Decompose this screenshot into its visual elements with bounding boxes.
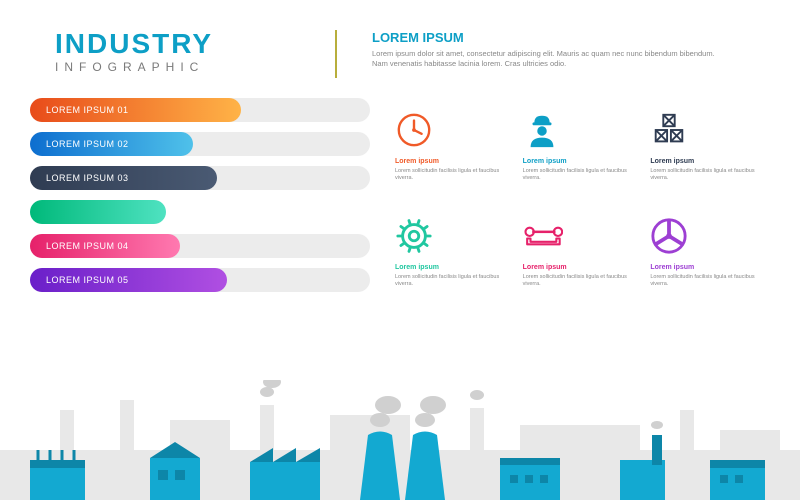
icon-cell: Lorem ipsum Lorem sollicitudin facilisis… — [395, 108, 505, 196]
icon-cell: Lorem ipsum Lorem sollicitudin facilisis… — [523, 108, 633, 196]
content: LOREM IPSUM 01 LOREM IPSUM 02 LOREM IPSUM … — [0, 88, 800, 302]
header: INDUSTRY INFOGRAPHIC LOREM IPSUM Lorem i… — [0, 0, 800, 88]
icon-body: Lorem sollicitudin facilisis ligula et f… — [650, 168, 760, 182]
bar-fill: LOREM IPSUM 05 — [30, 268, 227, 292]
intro-body: Lorem ipsum dolor sit amet, consectetur … — [372, 49, 720, 69]
bar-row: LOREM IPSUM 01 — [30, 98, 370, 122]
icon-title: Lorem ipsum — [650, 158, 760, 165]
worker-icon — [523, 108, 567, 152]
bar-row — [30, 200, 370, 224]
turbine-icon — [650, 214, 694, 258]
icon-cell: Lorem ipsum Lorem sollicitudin facilisis… — [395, 214, 505, 302]
icon-body: Lorem sollicitudin facilisis ligula et f… — [395, 274, 505, 288]
icon-title: Lorem ipsum — [395, 264, 505, 271]
bar-row: LOREM IPSUM 02 — [30, 132, 370, 156]
icon-title: Lorem ipsum — [650, 264, 760, 271]
title-block: INDUSTRY INFOGRAPHIC — [55, 30, 300, 74]
factory-silhouette — [0, 380, 800, 500]
bar-row: LOREM IPSUM 03 — [30, 166, 370, 190]
bar-row: LOREM IPSUM 04 — [30, 234, 370, 258]
icon-cell: Lorem ipsum Lorem sollicitudin facilisis… — [650, 214, 760, 302]
bar-row: LOREM IPSUM 05 — [30, 268, 370, 292]
intro-title: LOREM IPSUM — [372, 30, 720, 45]
icon-cell: Lorem ipsum Lorem sollicitudin facilisis… — [650, 108, 760, 196]
icon-title: Lorem ipsum — [395, 158, 505, 165]
bars-column: LOREM IPSUM 01 LOREM IPSUM 02 LOREM IPSUM … — [30, 98, 370, 302]
main-title: INDUSTRY — [55, 30, 300, 58]
gear-icon — [395, 214, 439, 258]
icon-body: Lorem sollicitudin facilisis ligula et f… — [395, 168, 505, 182]
bar-fill: LOREM IPSUM 02 — [30, 132, 193, 156]
icon-cell: Lorem ipsum Lorem sollicitudin facilisis… — [523, 214, 633, 302]
icon-title: Lorem ipsum — [523, 158, 633, 165]
header-divider — [335, 30, 337, 78]
icon-body: Lorem sollicitudin facilisis ligula et f… — [523, 168, 633, 182]
bar-fill: LOREM IPSUM 03 — [30, 166, 217, 190]
subtitle: INFOGRAPHIC — [55, 60, 300, 74]
boxes-icon — [650, 108, 694, 152]
icon-body: Lorem sollicitudin facilisis ligula et f… — [523, 274, 633, 288]
intro-block: LOREM IPSUM Lorem ipsum dolor sit amet, … — [372, 30, 760, 69]
bar-fill: LOREM IPSUM 04 — [30, 234, 180, 258]
bar-fill — [30, 200, 166, 224]
icon-body: Lorem sollicitudin facilisis ligula et f… — [650, 274, 760, 288]
bar-fill: LOREM IPSUM 01 — [30, 98, 241, 122]
icon-title: Lorem ipsum — [523, 264, 633, 271]
clock-icon — [395, 108, 439, 152]
icons-grid: Lorem ipsum Lorem sollicitudin facilisis… — [395, 98, 760, 302]
wrench-icon — [523, 214, 567, 258]
